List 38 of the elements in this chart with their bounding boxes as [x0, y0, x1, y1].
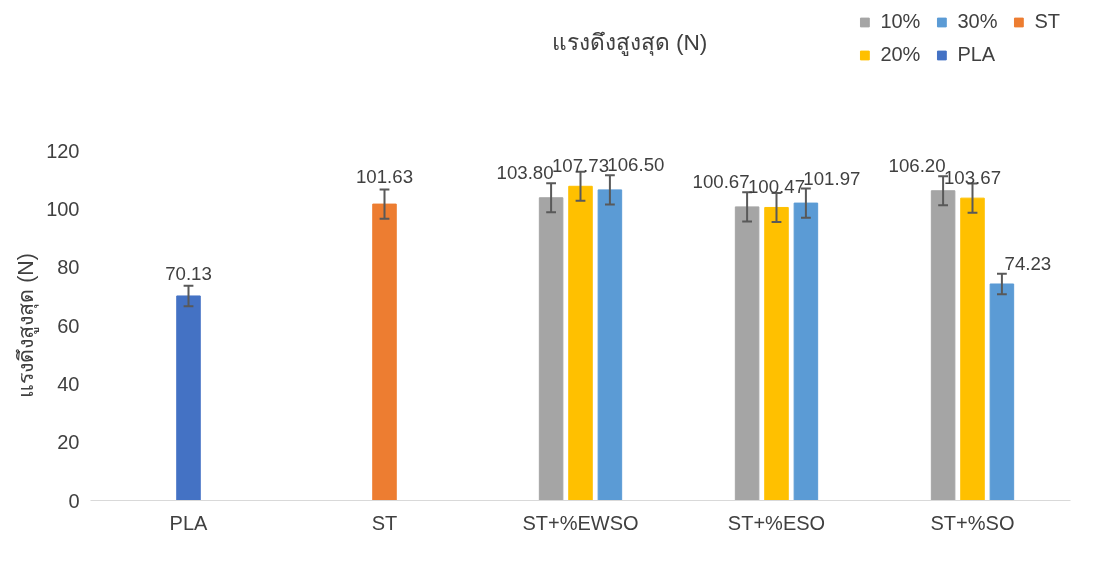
legend-label: PLA	[957, 43, 996, 66]
y-tick-label: 0	[68, 489, 80, 512]
data-label: 101.63	[355, 166, 414, 188]
y-tick-label: 60	[57, 314, 80, 337]
data-label: 100.67	[692, 171, 750, 193]
data-label: 103.80	[496, 162, 554, 184]
x-tick-label: ST	[371, 511, 398, 534]
x-tick-label: ST+%SO	[930, 511, 1015, 534]
bar	[764, 206, 789, 501]
bar	[930, 190, 956, 501]
legend-label: ST	[1034, 10, 1060, 33]
y-axis-title: แรงดึงสูงสุด (N)	[14, 253, 40, 398]
bar	[568, 185, 593, 501]
x-tick-label: PLA	[169, 511, 209, 534]
data-label: 106.50	[607, 154, 665, 176]
legend-label: 10%	[880, 10, 921, 33]
chart-title: แรงดึงสูงสุด (N)	[551, 29, 708, 57]
y-tick-label: 120	[46, 139, 80, 162]
data-label: 70.13	[165, 262, 212, 284]
legend-label: 30%	[957, 10, 998, 33]
data-label: 101.97	[803, 167, 861, 189]
data-label: 74.23	[1004, 252, 1052, 274]
data-label: 106.20	[888, 155, 946, 177]
bar	[960, 197, 985, 501]
bar	[372, 203, 397, 501]
y-tick-label: 20	[57, 431, 80, 454]
bar	[176, 295, 201, 501]
bar	[734, 206, 760, 501]
y-tick-label: 100	[46, 197, 80, 220]
bar	[597, 189, 623, 501]
x-tick-label: ST+%ESO	[727, 511, 826, 534]
x-tick-label: ST+%EWSO	[522, 511, 639, 534]
legend-label: 20%	[880, 43, 921, 66]
bar	[793, 202, 819, 501]
y-tick-label: 80	[57, 256, 80, 279]
y-tick-label: 40	[57, 372, 80, 395]
bar	[538, 197, 564, 501]
bar	[989, 283, 1015, 501]
